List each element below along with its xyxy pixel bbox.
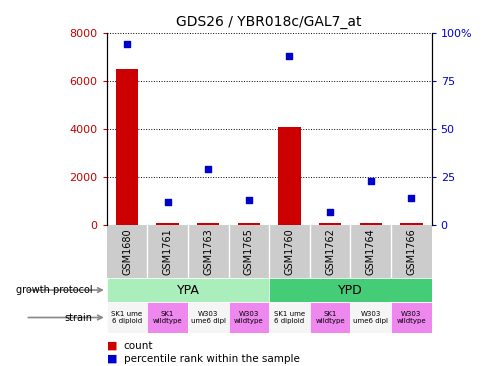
Point [285,53,293,59]
Text: W303
wildtype: W303 wildtype [234,311,263,324]
Text: GSM1680: GSM1680 [122,228,132,275]
Text: GSM1764: GSM1764 [365,228,375,275]
Bar [197,223,219,225]
Point [244,197,252,203]
Bar [399,223,422,225]
Text: percentile rank within the sample: percentile rank within the sample [123,354,299,364]
Bar [156,223,179,225]
Text: GSM1765: GSM1765 [243,228,253,275]
Text: GSM1762: GSM1762 [324,228,334,275]
Point [366,178,374,184]
Point [407,195,414,201]
Bar [390,302,431,333]
Text: YPA: YPA [176,284,199,296]
Title: GDS26 / YBR018c/GAL7_at: GDS26 / YBR018c/GAL7_at [176,15,361,29]
Bar [188,302,228,333]
Text: SK1
wildtype: SK1 wildtype [152,311,182,324]
Text: W303
ume6 dipl: W303 ume6 dipl [190,311,225,324]
Text: strain: strain [64,313,92,322]
Bar [106,302,147,333]
Bar [318,223,341,225]
Bar [237,223,259,225]
Text: GSM1766: GSM1766 [406,228,415,275]
Text: SK1
wildtype: SK1 wildtype [315,311,344,324]
Text: YPD: YPD [337,284,362,296]
Bar [228,302,269,333]
Text: SK1 ume
6 diploid: SK1 ume 6 diploid [273,311,304,324]
Bar [147,302,188,333]
Bar [116,69,138,225]
Bar [106,278,269,302]
Point [123,41,131,47]
Text: W303
wildtype: W303 wildtype [396,311,425,324]
Bar [278,127,300,225]
Text: count: count [123,341,153,351]
Text: ■: ■ [106,341,117,351]
Bar [269,278,431,302]
Point [326,209,333,214]
Bar [349,302,390,333]
Bar [309,302,349,333]
Text: W303
ume6 dipl: W303 ume6 dipl [352,311,387,324]
Point [204,167,212,172]
Text: ■: ■ [106,354,117,364]
Text: GSM1761: GSM1761 [162,228,172,275]
Bar [269,302,309,333]
Text: GSM1763: GSM1763 [203,228,213,275]
Bar [359,223,381,225]
Text: SK1 ume
6 diploid: SK1 ume 6 diploid [111,311,142,324]
Text: GSM1760: GSM1760 [284,228,294,275]
Text: growth protocol: growth protocol [15,285,92,295]
Point [164,199,171,205]
